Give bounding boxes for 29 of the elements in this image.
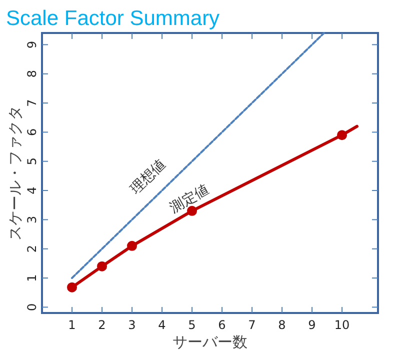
y-tick-label: 2 [25, 245, 39, 253]
x-tick-label: 8 [278, 318, 286, 332]
text: 測定値 [167, 182, 212, 217]
y-tick-label: 7 [25, 99, 39, 107]
chart-title: Scale Factor Summary [6, 7, 220, 30]
point [97, 261, 107, 272]
y-tick-label: 1 [25, 274, 39, 282]
y-tick-label: 3 [25, 216, 39, 224]
x-tick-label: 10 [334, 318, 350, 332]
x-tick-label: 7 [248, 318, 256, 332]
x-tick-label: 3 [128, 318, 136, 332]
x-tick-label: 2 [98, 318, 106, 332]
x-tick-label: 9 [308, 318, 316, 332]
x-axis-title: サーバー数 [172, 333, 248, 350]
y-tick-label: 9 [25, 40, 39, 48]
y-axis-title: スケール・ファクタ [6, 106, 24, 240]
point [67, 282, 77, 292]
point [127, 240, 137, 251]
text: 理想値 [128, 156, 169, 198]
y-tick-label: 5 [25, 158, 39, 166]
x-tick-label: 5 [188, 318, 196, 332]
y-tick-label: 8 [25, 70, 39, 78]
x-tick-label: 6 [218, 318, 226, 332]
y-tick-label: 4 [25, 186, 39, 194]
y-tick-label: 0 [25, 303, 39, 311]
x-tick-label: 4 [158, 318, 166, 332]
y-tick-label: 6 [25, 128, 39, 136]
x-tick-label: 1 [68, 318, 76, 332]
point [337, 130, 347, 140]
